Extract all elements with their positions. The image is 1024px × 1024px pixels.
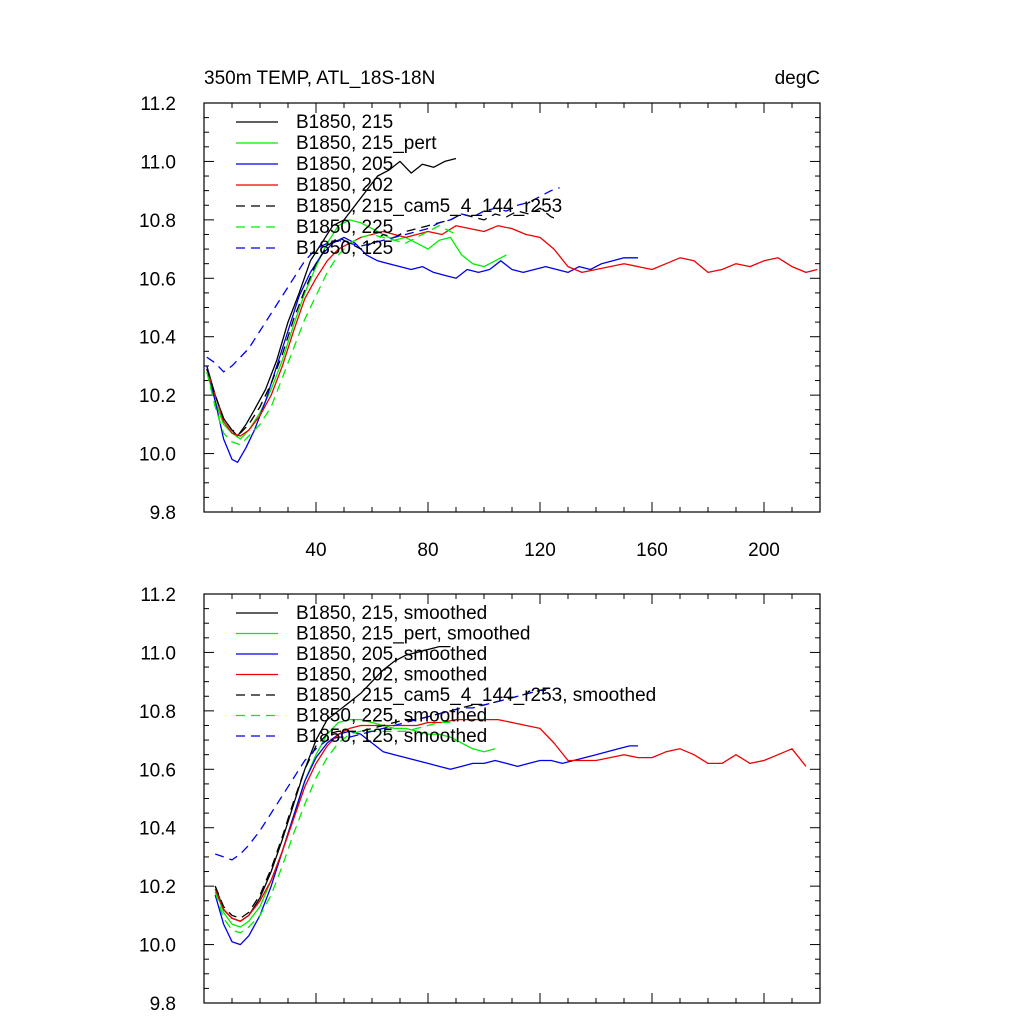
legend-label: B1850, 215_pert, smoothed [296,624,531,645]
x-tick-label: 120 [524,540,556,561]
y-tick-label: 10.6 [139,760,176,781]
legend-label: B1850, 202, smoothed [296,665,487,686]
legend-label: B1850, 215_cam5_4_144_r253 [296,196,562,217]
series-line-6 [214,686,552,861]
x-tick-label: 200 [748,540,780,561]
x-tick-label: 40 [305,540,326,561]
x-tick-label: 160 [636,540,668,561]
bottom-panel: 9.8 10.0 10.2 10.4 10.6 10.8 11.0 11.2 B1850, 21… [139,585,821,1015]
panel-units: degC [775,68,820,89]
y-tick-label: 11.0 [140,643,176,664]
y-tick-label: 11.0 [140,152,176,173]
legend-label: B1850, 215_pert [296,133,437,154]
panel-title: 350m TEMP, ATL_18S-18N [204,68,435,89]
legend-label: B1850, 125, smoothed [296,726,487,747]
y-tick-label: 9.8 [150,994,176,1015]
series-line-0 [206,157,457,437]
legend-label: B1850, 205, smoothed [296,644,487,665]
y-tick-label: 10.6 [139,269,176,290]
y-tick-label: 11.2 [140,94,176,115]
legend-label: B1850, 125 [296,238,393,259]
y-tick-label: 10.4 [139,328,176,349]
x-tick-label: 80 [417,540,438,561]
series-line-3 [206,225,818,437]
series-line-5 [214,721,451,934]
series-line-1 [206,219,507,440]
y-tick-label: 10.8 [139,211,176,232]
y-tick-label: 11.2 [140,585,176,606]
legend-label: B1850, 225, smoothed [296,706,487,727]
y-tick-label: 10.2 [139,877,176,898]
legend-label: B1850, 202 [296,175,393,196]
y-tick-label: 10.2 [139,386,176,407]
y-tick-label: 9.8 [150,503,176,524]
series-line-6 [206,187,560,373]
legend-label: B1850, 215, smoothed [296,603,487,624]
series-line-4 [206,207,560,434]
series-line-2 [214,730,638,946]
y-tick-label: 10.4 [139,819,176,840]
top-panel: 350m TEMP, ATL_18S-18N degC 9.8 10.0 10.2 1… [139,68,821,561]
legend-label: B1850, 205 [296,154,393,175]
series-line-2 [206,236,638,463]
series-line-1 [214,718,496,928]
legend-label: B1850, 225 [296,217,393,238]
series-line-4 [214,689,552,919]
y-tick-label: 10.0 [139,936,176,957]
y-tick-label: 10.0 [139,445,176,466]
series-line-3 [214,718,807,922]
legend-label: B1850, 215 [296,112,393,133]
y-tick-label: 10.8 [139,702,176,723]
legend-label: B1850, 215_cam5_4_144_r253, smoothed [296,685,656,706]
